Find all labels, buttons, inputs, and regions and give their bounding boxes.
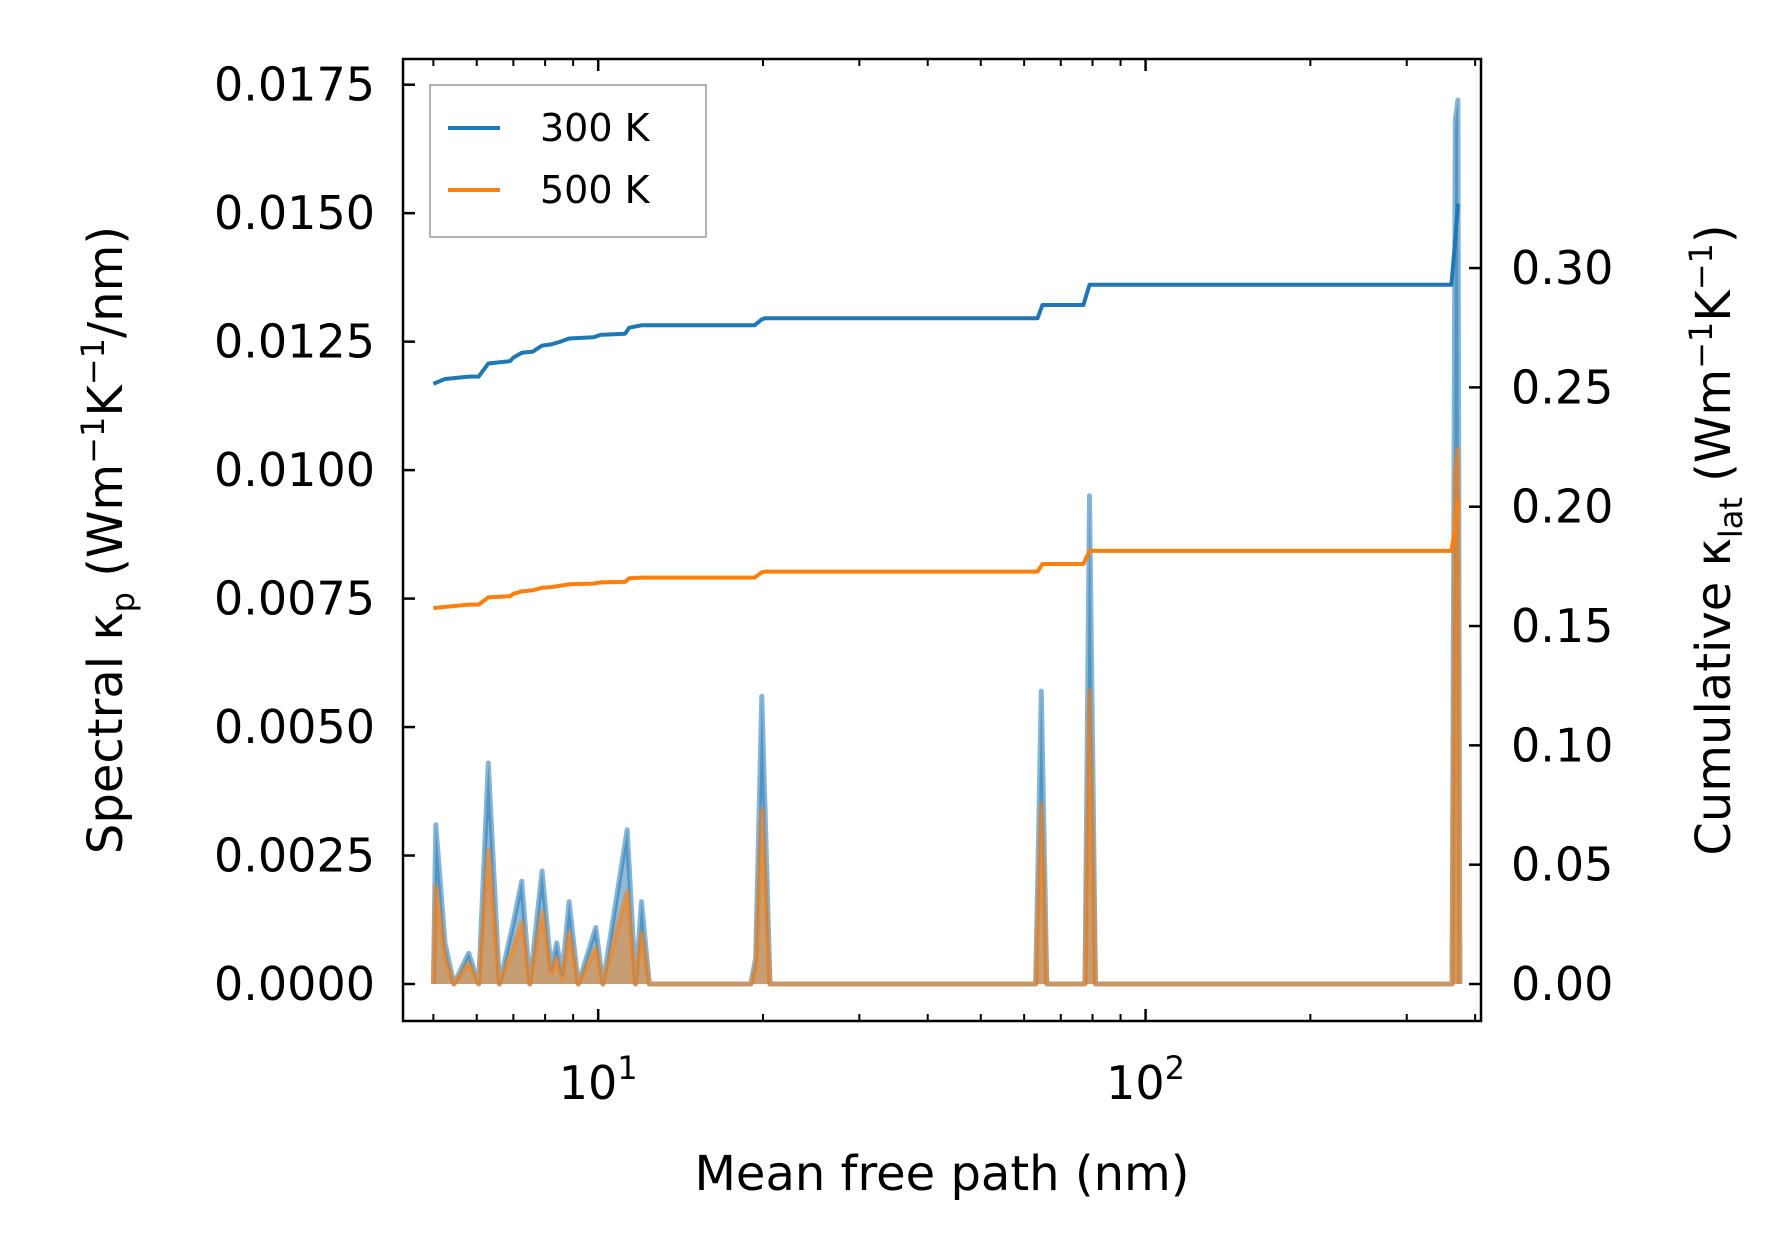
y-right-tick-label: 0.00 [1511,957,1613,1011]
y-left-tick-label: 0.0100 [214,443,375,497]
spectral-area-layer [430,97,1463,987]
y-left-tick-label: 0.0025 [214,829,375,883]
y-left-tick-label: 0.0000 [214,957,375,1011]
legend-label-500k: 500 K [540,168,651,212]
y-left-tick-label: 0.0175 [214,58,375,112]
legend-frame [429,84,707,238]
y-right-tick-label: 0.25 [1511,360,1613,414]
y-right-tick-label: 0.15 [1511,599,1613,653]
y-right-tick-label: 0.10 [1511,718,1613,772]
plot-area-frame [401,57,1483,1023]
x-tick-label: 102 [1106,1049,1185,1110]
y-left-tick-label: 0.0075 [214,572,375,626]
y-left-tick-label: 0.0050 [214,700,375,754]
y-left-tick-label: 0.0125 [214,315,375,369]
y-left-tick-label: 0.0150 [214,186,375,240]
cumulative-line-layer [432,203,1460,611]
y-right-tick-label: 0.30 [1511,241,1613,295]
cumulative-line-300k [432,203,1460,386]
right-axis-label: Cumulative κlat (Wm−1K−1) [1682,224,1750,855]
y-right-tick-label: 0.20 [1511,480,1613,534]
tick-layer: 0.0000 0.0025 0.0050 0.0075 0.0100 0.0125 0.01… [214,58,1613,1110]
x-tick-label: 101 [559,1049,638,1110]
cumulative-line-500k [433,499,1460,611]
legend: 300 K 500 K [429,84,707,238]
left-axis-label: Spectral κp (Wm−1K−1/nm) [74,226,142,854]
y-right-tick-label: 0.05 [1511,838,1613,892]
spectral-line-500k [430,447,1463,987]
legend-label-300k: 300 K [540,106,651,150]
x-axis-label: Mean free path (nm) [695,1146,1190,1202]
